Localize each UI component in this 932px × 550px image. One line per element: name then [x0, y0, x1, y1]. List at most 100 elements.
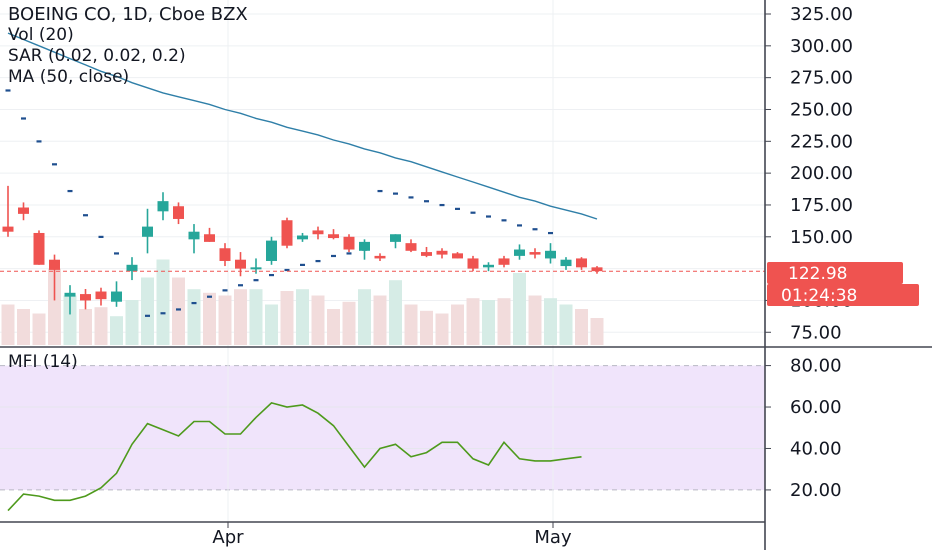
candle-body [250, 267, 262, 270]
sar-dot [424, 200, 429, 203]
legend-mfi[interactable]: MFI (14) [8, 352, 78, 372]
time-tick-label: May [534, 527, 572, 548]
volume-bar [79, 309, 92, 345]
candle-body [514, 249, 525, 256]
candle-body [281, 220, 293, 246]
candle-body [297, 235, 308, 240]
candle [297, 232, 308, 242]
price-tick-label: 150.00 [790, 227, 853, 248]
candle [436, 248, 448, 259]
candle-body [142, 226, 153, 237]
volume-bar [265, 304, 278, 345]
volume-bar [466, 298, 480, 345]
sar-dot [393, 192, 398, 195]
sar-dot [191, 301, 197, 305]
mfi-tick-label: 20.00 [790, 480, 842, 501]
sar-dot [486, 215, 491, 218]
mfi-line [7, 402, 582, 512]
price-tick-label: 75.00 [790, 322, 842, 343]
price-tick-label: 250.00 [790, 99, 853, 120]
volume-bar [156, 259, 170, 345]
sar-dot [269, 273, 274, 277]
sar-dot [284, 268, 290, 272]
legend-panel: BOEING CO, 1D, Cboe BZX Vol (20) SAR (0.… [8, 4, 248, 88]
price-tick-label: 300.00 [790, 36, 853, 57]
candle-body [219, 248, 231, 261]
sar-dot [5, 89, 11, 92]
candle-body [405, 243, 417, 251]
candle-body [95, 291, 107, 300]
candle [33, 230, 45, 265]
volume-bar [94, 307, 108, 345]
candle [591, 266, 603, 274]
volume-bar [482, 300, 495, 345]
candle [529, 248, 541, 259]
sar-dot [145, 314, 150, 317]
legend-sar[interactable]: SAR (0.02, 0.02, 0.2) [8, 46, 186, 66]
volume-bars [1, 259, 604, 345]
candle [560, 257, 572, 270]
sar-dot [532, 228, 538, 231]
candle [266, 236, 277, 265]
sar-dot [439, 203, 445, 207]
mfi-axis[interactable]: 20.00 40.00 60.00 80.00 [765, 356, 842, 501]
candle-body [266, 240, 277, 261]
volume-bar [203, 292, 216, 345]
countdown-label: 01:24:38 [781, 286, 857, 306]
candle [467, 255, 479, 272]
symbol-title[interactable]: BOEING CO, 1D, Cboe BZX [8, 4, 248, 25]
price-tick-label: 225.00 [790, 131, 853, 152]
candle-body [328, 234, 339, 239]
candle-body [157, 201, 169, 212]
candle-body [312, 230, 324, 235]
sar-dot [408, 196, 414, 199]
candle [64, 285, 76, 315]
candle [452, 252, 463, 259]
volume-bar [327, 309, 340, 345]
candle-body [421, 252, 432, 256]
candle-body [343, 236, 355, 250]
candle-body [173, 206, 184, 219]
candle [312, 226, 324, 240]
candle-body [2, 226, 14, 232]
price-axis[interactable]: 75.00100.00150.00175.00200.00225.00250.0… [765, 4, 853, 343]
candle [343, 234, 355, 253]
volume-bar [559, 304, 573, 345]
volume-bar [435, 313, 449, 345]
sar-dot [548, 231, 553, 235]
volume-bar [48, 268, 61, 345]
candle [2, 185, 14, 237]
volume-bar [404, 304, 418, 345]
candle-body [18, 207, 29, 214]
mfi-band [0, 365, 765, 490]
candle-body [126, 264, 138, 272]
volume-bar [590, 318, 604, 345]
volume-bar [451, 304, 464, 345]
sar-dot [455, 207, 460, 210]
candle [498, 255, 510, 268]
sar-dot [67, 189, 73, 193]
candle [219, 243, 231, 267]
volume-bar [218, 295, 232, 345]
candle [421, 246, 432, 258]
candle [111, 281, 122, 307]
candle [49, 254, 60, 301]
volume-bar [1, 304, 15, 345]
time-axis[interactable]: Apr May [212, 522, 572, 548]
volume-bar [373, 295, 387, 345]
legend-ma[interactable]: MA (50, close) [8, 67, 130, 87]
candle-body [188, 231, 200, 240]
candle [188, 224, 200, 254]
legend-volume[interactable]: Vol (20) [8, 25, 74, 45]
candle-body [80, 294, 91, 301]
sar-dot [238, 284, 243, 287]
sar-dot [253, 279, 259, 282]
candle [281, 217, 293, 249]
volume-bar [296, 289, 309, 345]
volume-bar [187, 289, 201, 345]
candle [514, 244, 525, 260]
candle [374, 253, 386, 261]
candle [390, 234, 401, 249]
volume-bar [249, 289, 263, 345]
